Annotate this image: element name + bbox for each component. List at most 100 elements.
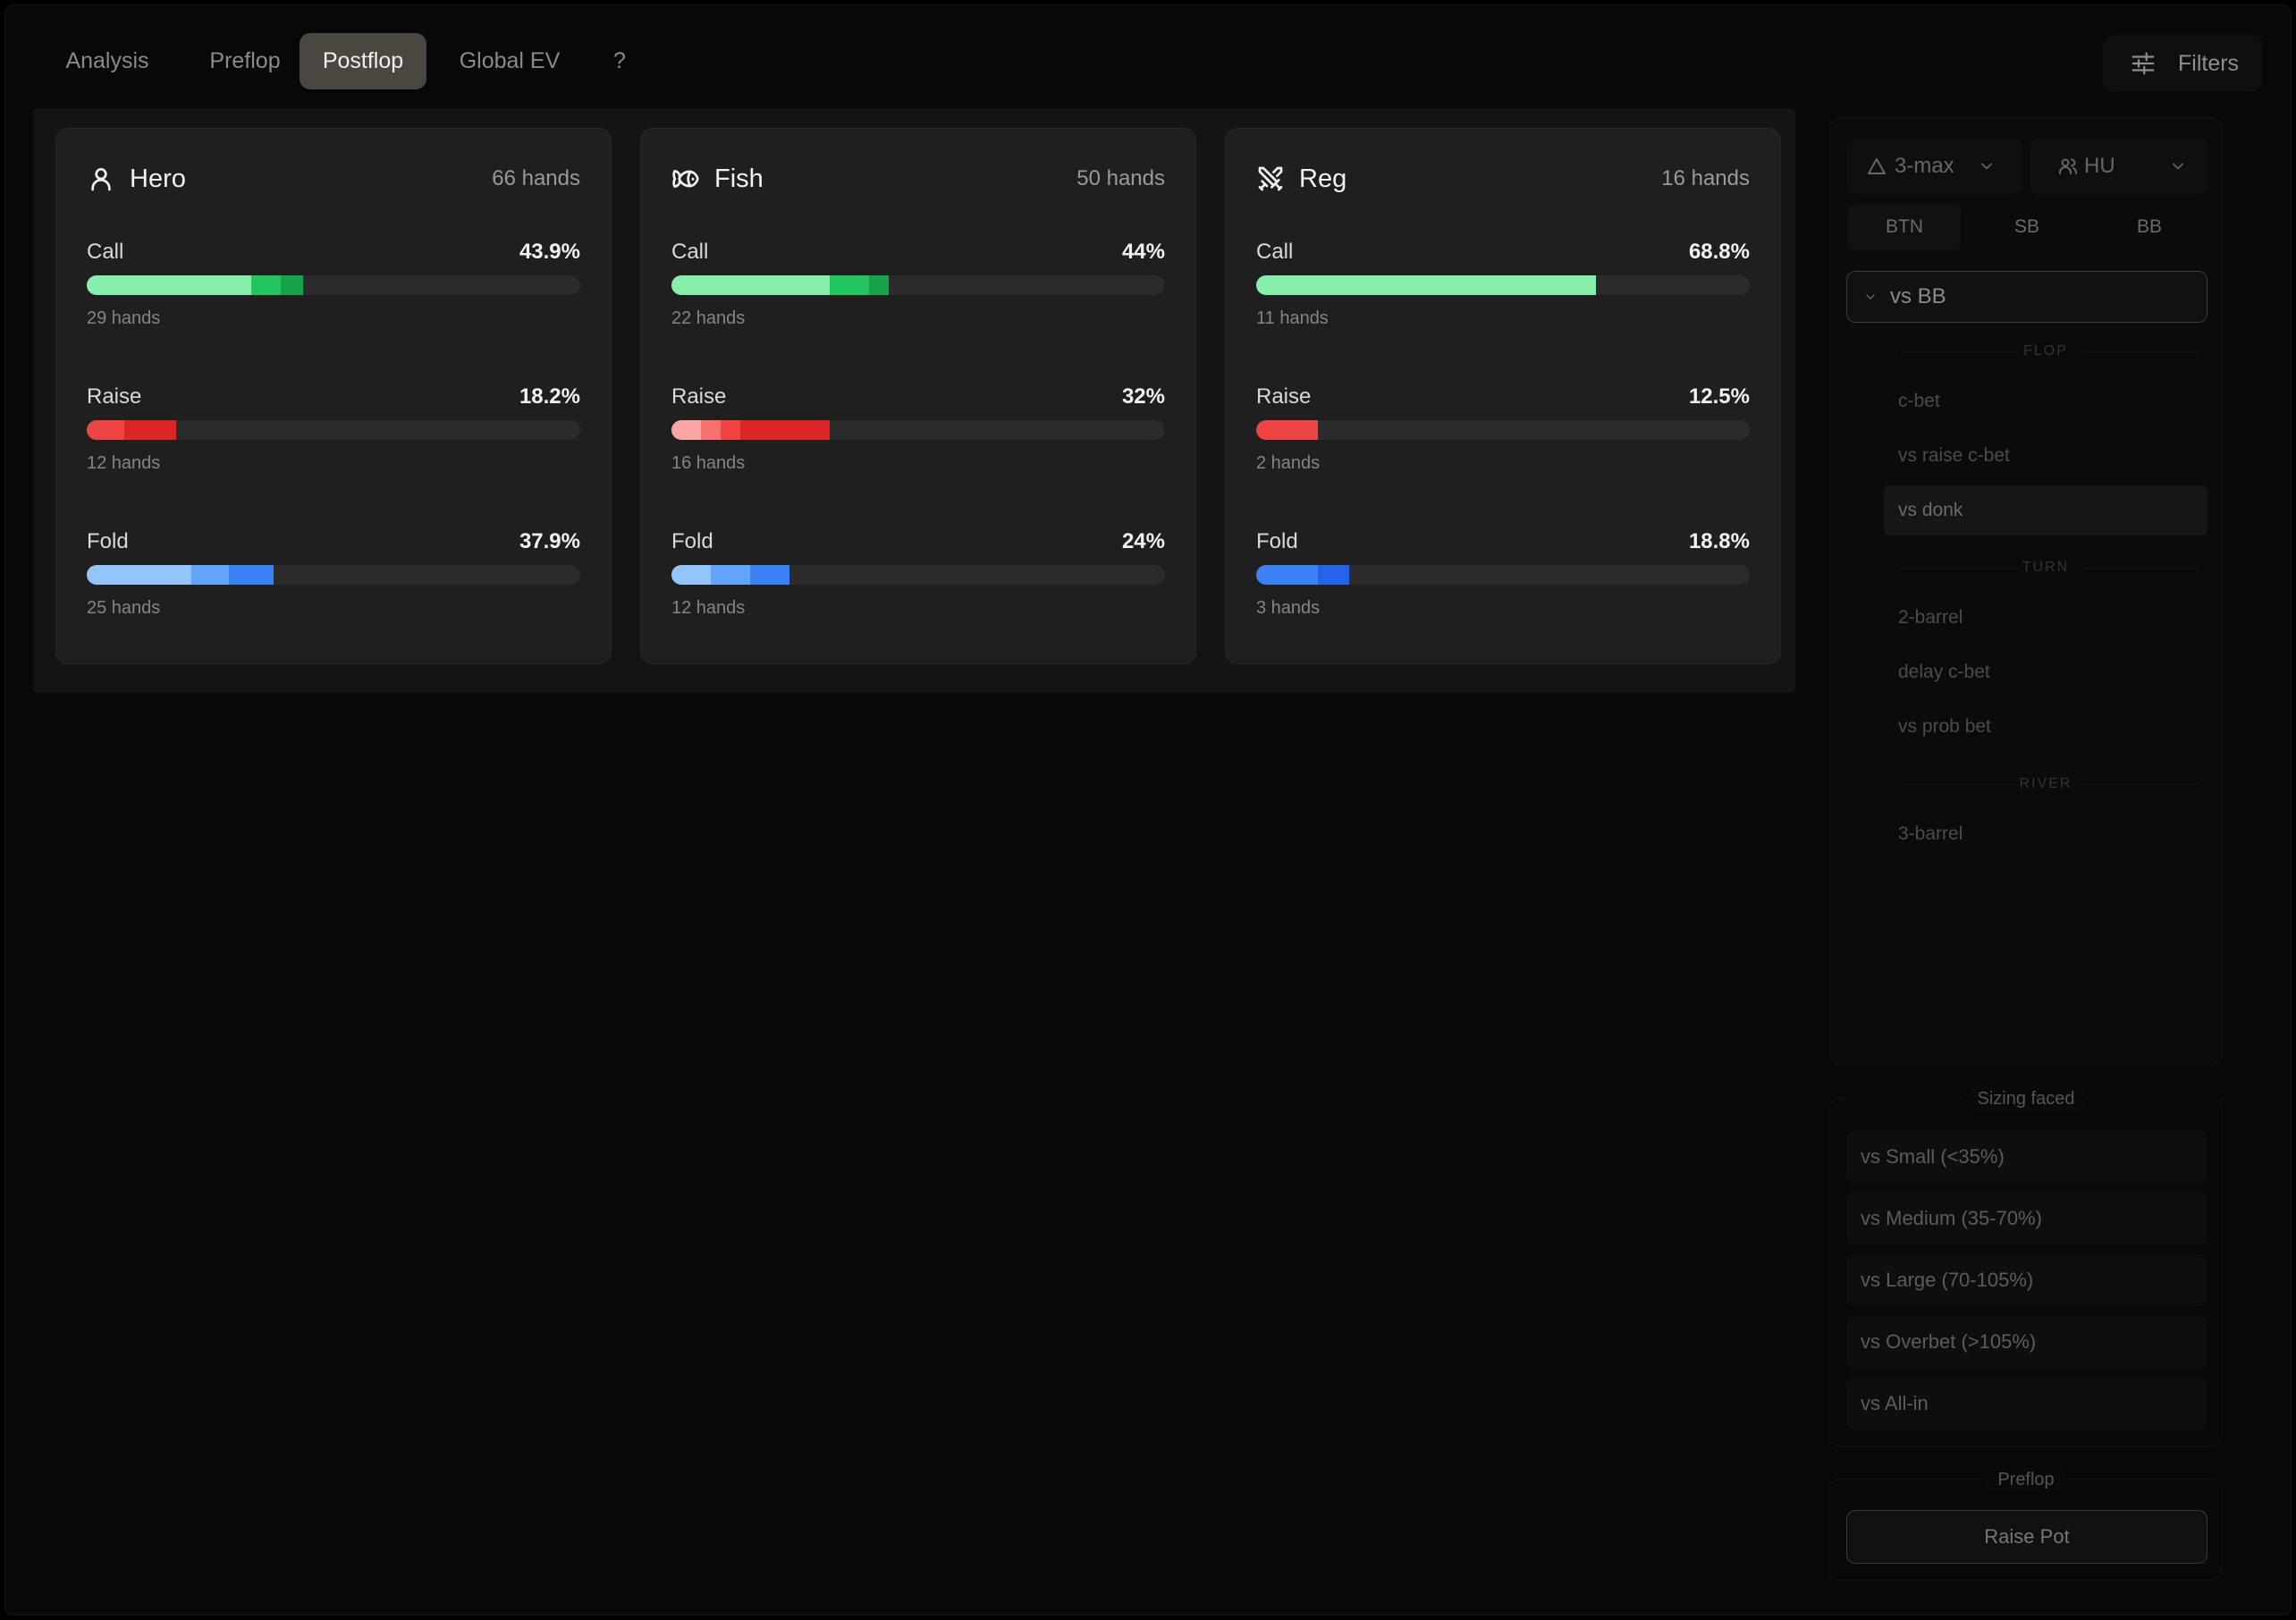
spot-3-barrel[interactable]: 3-barrel (1898, 823, 1963, 844)
table-size-dropdown[interactable]: 3-max (1846, 138, 2022, 195)
player-card-fish: Fish 50 hands Call 44% 22 hands Raise 32… (640, 128, 1196, 664)
stat-label: Call (1256, 240, 1294, 264)
users-icon (2059, 158, 2077, 174)
tab-postflop[interactable]: Postflop (300, 33, 426, 89)
bar-segment (87, 565, 192, 585)
stat-call: Call 44% 22 hands (671, 238, 1165, 345)
stat-label: Fold (671, 529, 713, 553)
card-hand-count: 16 hands (1661, 166, 1750, 190)
stat-hands: 25 hands (87, 598, 161, 618)
bar-segment (250, 275, 281, 295)
sizing-large[interactable]: vs Large (70-105%) (1846, 1254, 2207, 1306)
preflop-panel: Preflop Raise Pot (1829, 1467, 2223, 1581)
card-hand-count: 66 hands (492, 166, 580, 190)
stat-call: Call 43.9% 29 hands (87, 238, 580, 345)
raise-bar (671, 420, 1165, 440)
tab-global-ev[interactable]: Global EV (459, 48, 561, 73)
bar-segment (701, 420, 722, 440)
fold-bar (87, 565, 580, 585)
stat-call: Call 68.8% 11 hands (1256, 238, 1750, 345)
stat-hands: 29 hands (87, 308, 161, 328)
stat-fold: Fold 18.8% 3 hands (1256, 527, 1750, 635)
sizing-small[interactable]: vs Small (<35%) (1846, 1131, 2207, 1183)
call-bar (1256, 275, 1750, 295)
sizing-medium[interactable]: vs Medium (35-70%) (1846, 1193, 2207, 1245)
stat-raise: Raise 18.2% 12 hands (87, 383, 580, 490)
fold-bar (1256, 565, 1750, 585)
tab-analysis[interactable]: Analysis (65, 48, 149, 73)
filters-label: Filters (2178, 50, 2240, 76)
stat-label: Raise (671, 384, 727, 409)
vs-opponent-value: vs BB (1890, 284, 1946, 308)
fold-bar (671, 565, 1165, 585)
bar-segment (671, 565, 712, 585)
app-window: Analysis Preflop Postflop Global EV ? Fi… (4, 4, 2292, 1616)
stat-label: Fold (87, 529, 129, 553)
stat-percent: 24% (1121, 529, 1165, 553)
triangle-icon (1868, 158, 1886, 174)
top-nav: Analysis Preflop Postflop Global EV ? Fi… (5, 5, 2291, 113)
spot-filter-panel: 3-max HU BTN SB BB vs BB FLOP c-bet vs r… (1829, 117, 2223, 1065)
vs-opponent-select[interactable]: vs BB (1846, 271, 2207, 323)
sizing-all-in[interactable]: vs All-in (1846, 1378, 2207, 1430)
bar-segment (1256, 565, 1318, 585)
position-bb[interactable]: BB (2136, 216, 2162, 237)
call-bar (87, 275, 580, 295)
card-title: Fish (714, 165, 764, 193)
stat-hands: 16 hands (671, 453, 746, 473)
tab-preflop[interactable]: Preflop (209, 48, 281, 73)
bar-segment (868, 275, 889, 295)
spot-delay-c-bet[interactable]: delay c-bet (1898, 662, 1990, 682)
raise-pot-button[interactable]: Raise Pot (1846, 1510, 2207, 1564)
stat-percent: 44% (1121, 240, 1165, 264)
stat-percent: 18.8% (1688, 529, 1750, 553)
players-value: HU (2084, 154, 2115, 178)
player-card-reg: Reg 16 hands Call 68.8% 11 hands Raise 1… (1225, 128, 1781, 664)
stat-label: Raise (1256, 384, 1312, 409)
spot-2-barrel[interactable]: 2-barrel (1898, 607, 1963, 628)
sizing-overbet[interactable]: vs Overbet (>105%) (1846, 1316, 2207, 1368)
stat-hands: 2 hands (1256, 453, 1321, 473)
bar-segment (123, 420, 177, 440)
call-bar (671, 275, 1165, 295)
spot-c-bet[interactable]: c-bet (1898, 391, 1940, 411)
card-title: Reg (1299, 165, 1347, 193)
bar-segment (87, 420, 124, 440)
stat-raise: Raise 32% 16 hands (671, 383, 1165, 490)
position-selector: BTN SB BB (1848, 204, 2209, 250)
sizing-faced-panel: Sizing faced vs Small (<35%) vs Medium (… (1829, 1086, 2223, 1447)
bar-segment (228, 565, 274, 585)
stat-label: Call (87, 240, 124, 264)
fish-icon (672, 170, 699, 188)
stat-hands: 22 hands (671, 308, 746, 328)
bar-segment (1256, 275, 1596, 295)
filters-button[interactable]: Filters (2103, 35, 2262, 92)
bar-segment (671, 420, 702, 440)
chevron-down-icon (1866, 294, 1875, 300)
position-sb[interactable]: SB (2013, 216, 2039, 237)
raise-bar (1256, 420, 1750, 440)
stat-percent: 43.9% (519, 240, 580, 264)
stat-hands: 12 hands (87, 453, 161, 473)
section-turn: TURN (1884, 560, 2207, 578)
spot-vs-prob-bet[interactable]: vs prob bet (1898, 716, 1991, 737)
stat-label: Call (671, 240, 709, 264)
stat-label: Raise (87, 384, 142, 409)
stat-hands: 11 hands (1256, 308, 1329, 328)
spot-vs-donk[interactable]: vs donk (1884, 485, 2207, 536)
swords-icon (1258, 166, 1283, 191)
stats-panel: Hero 66 hands Call 43.9% 29 hands Raise … (33, 108, 1795, 693)
stat-fold: Fold 37.9% 25 hands (87, 527, 580, 635)
stat-percent: 12.5% (1688, 384, 1750, 409)
card-hand-count: 50 hands (1076, 166, 1165, 190)
players-dropdown[interactable]: HU (2030, 138, 2207, 195)
tab-help[interactable]: ? (613, 48, 626, 73)
spot-vs-raise-c-bet[interactable]: vs raise c-bet (1898, 445, 2010, 466)
stat-percent: 32% (1121, 384, 1165, 409)
stat-raise: Raise 12.5% 2 hands (1256, 383, 1750, 490)
chevron-down-icon (1980, 163, 1992, 170)
bar-segment (829, 275, 869, 295)
raise-bar (87, 420, 580, 440)
position-btn[interactable]: BTN (1848, 204, 1961, 250)
bar-segment (750, 565, 790, 585)
